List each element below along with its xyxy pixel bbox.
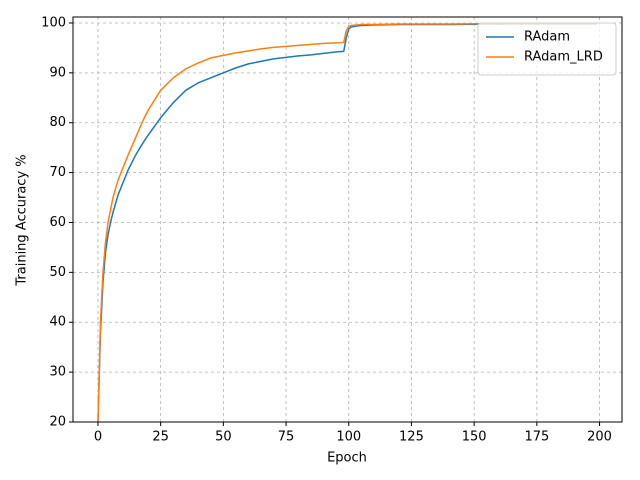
legend-label: RAdam_LRD bbox=[524, 50, 603, 65]
y-axis-label: Training Accuracy % bbox=[15, 154, 30, 286]
y-tick-label: 70 bbox=[49, 165, 66, 180]
x-tick-label: 25 bbox=[152, 430, 169, 445]
y-tick-label: 30 bbox=[49, 365, 66, 380]
y-tick-label: 50 bbox=[49, 265, 66, 280]
x-tick-label: 150 bbox=[462, 430, 487, 445]
y-tick-label: 60 bbox=[49, 215, 66, 230]
x-tick-label: 100 bbox=[336, 430, 361, 445]
series-line bbox=[97, 23, 598, 423]
y-tick-label: 100 bbox=[41, 15, 66, 30]
y-tick-label: 40 bbox=[49, 315, 66, 330]
y-tick-label: 80 bbox=[49, 115, 66, 130]
x-axis-label: Epoch bbox=[327, 451, 367, 466]
series-line bbox=[97, 22, 598, 423]
x-tick-label: 0 bbox=[94, 430, 102, 445]
x-tick-label: 175 bbox=[524, 430, 549, 445]
plot-frame bbox=[72, 16, 623, 423]
y-tick-label: 90 bbox=[49, 65, 66, 80]
x-tick-label: 125 bbox=[399, 430, 424, 445]
x-tick-label: 75 bbox=[278, 430, 295, 445]
x-tick-label: 50 bbox=[215, 430, 232, 445]
y-tick-label: 20 bbox=[49, 415, 66, 430]
x-tick-label: 200 bbox=[587, 430, 612, 445]
legend-label: RAdam bbox=[524, 30, 570, 45]
legend-box bbox=[477, 22, 617, 76]
